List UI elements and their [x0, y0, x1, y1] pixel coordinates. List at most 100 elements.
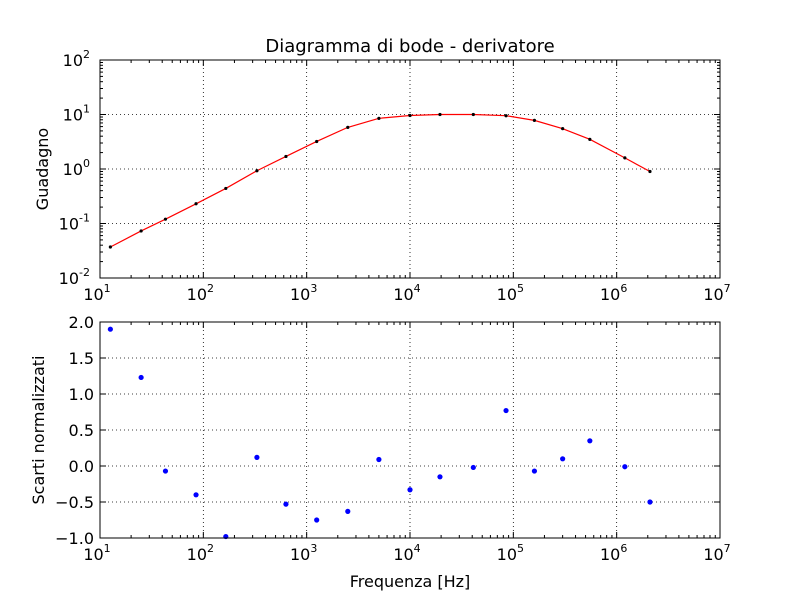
residuals-x-tick-label-exponent: 2 [207, 542, 214, 555]
gain-x-tick-label-exponent: 5 [517, 282, 524, 295]
gain-y-tick-label-exponent: -2 [79, 266, 90, 279]
residuals-x-tick-label: 106 [600, 542, 627, 564]
gain-x-tick-label: 105 [497, 282, 524, 304]
residual-point [314, 517, 320, 523]
gain-data-point [284, 154, 288, 159]
gain-data-point [408, 113, 412, 118]
gain-x-tick-label-base: 10 [290, 285, 310, 304]
gain-x-tick-label-base: 10 [83, 285, 103, 304]
residual-point [283, 501, 289, 507]
gain-x-tick-label-exponent: 4 [414, 282, 421, 295]
residuals-x-tick-label: 103 [290, 542, 317, 564]
residuals-plot-ticks: 101 102 103 104 105 106 107−1.0−0.50.00.51.01.… [55, 313, 731, 564]
residuals-y-tick-label: 1.5 [69, 349, 94, 368]
residuals-x-tick-label-base: 10 [703, 545, 723, 564]
gain-y-tick-label-base: 10 [59, 215, 79, 234]
gain-y-tick-label-base: 10 [59, 269, 79, 288]
residual-point [162, 468, 169, 474]
gain-x-tick-label-exponent: 6 [620, 282, 627, 295]
gain-plot-title: Diagramma di bode - derivatore [265, 36, 554, 57]
residual-point [138, 374, 144, 381]
residuals-x-tick-label: 104 [393, 542, 420, 564]
gain-plot-frame [99, 59, 721, 279]
residuals-x-tick-label: 107 [703, 542, 730, 564]
gain-data-point [438, 112, 442, 117]
gain-y-tick-label-exponent: -1 [79, 212, 90, 225]
gain-x-tick-label-exponent: 1 [104, 282, 111, 295]
gain-data-point [471, 112, 475, 117]
gain-x-tick-label-exponent: 3 [310, 282, 317, 295]
residuals-x-tick-label-base: 10 [393, 545, 413, 564]
gain-y-axis-label: Guadagno [33, 128, 52, 210]
gain-x-tick-label-base: 10 [497, 285, 517, 304]
residuals-plot: 101 102 103 104 105 106 107−1.0−0.50.00.51.01.… [29, 313, 731, 591]
residuals-x-tick-label-exponent: 6 [620, 542, 627, 555]
residual-point [647, 499, 653, 505]
gain-y-tick-label: 10-1 [59, 212, 90, 234]
gain-y-tick-label-exponent: 2 [83, 48, 90, 61]
residuals-y-tick-label: −0.5 [55, 493, 94, 512]
gain-data-point [163, 217, 168, 221]
gain-x-tick-label: 107 [703, 282, 730, 304]
residuals-y-tick-label: 1.0 [69, 385, 94, 404]
gain-x-tick-label-exponent: 2 [207, 282, 214, 295]
gain-data-point [194, 202, 198, 206]
residual-point [345, 508, 351, 514]
residual-point [622, 464, 628, 470]
residual-point [407, 487, 413, 493]
gain-y-tick-label-exponent: 1 [83, 103, 90, 116]
gain-data-point [346, 125, 350, 129]
gain-y-tick-label: 10-2 [59, 266, 90, 288]
residuals-y-tick-label: 2.0 [69, 313, 94, 332]
gain-data-point [504, 114, 508, 118]
gain-x-tick-label-base: 10 [393, 285, 413, 304]
gain-data-point [224, 186, 228, 191]
residuals-y-tick-label: 0.0 [69, 457, 94, 476]
residuals-y-tick-label: −1.0 [55, 529, 94, 548]
residual-point [470, 464, 476, 471]
gain-data-point [255, 169, 259, 173]
gain-x-tick-label-exponent: 7 [724, 282, 731, 295]
residuals-x-tick-label: 105 [497, 542, 524, 564]
residuals-x-tick-label: 101 [83, 542, 110, 564]
gain-y-tick-label-base: 10 [63, 51, 83, 70]
gain-y-tick-label: 101 [63, 103, 90, 125]
residuals-x-tick-label-exponent: 4 [414, 542, 421, 555]
residual-point [254, 454, 260, 460]
residuals-y-axis-label: Scarti normalizzati [29, 356, 48, 505]
residuals-x-tick-label-base: 10 [187, 545, 207, 564]
residuals-y-tick-label: 0.5 [69, 421, 94, 440]
residuals-x-tick-label-exponent: 5 [517, 542, 524, 555]
residual-points [107, 326, 653, 540]
gain-data-points [108, 112, 652, 249]
gain-x-tick-label: 102 [187, 282, 214, 304]
gain-data-point [623, 156, 627, 160]
gain-data-point [315, 139, 319, 144]
residual-point [437, 474, 443, 480]
residuals-x-tick-label-base: 10 [83, 545, 103, 564]
residual-point [560, 456, 566, 462]
gain-x-tick-label: 104 [393, 282, 420, 304]
residual-point [503, 407, 509, 414]
gain-data-point [561, 127, 565, 131]
residual-point [587, 438, 593, 444]
residuals-x-tick-label-exponent: 7 [724, 542, 731, 555]
gain-x-tick-label: 103 [290, 282, 317, 304]
residuals-x-tick-label-base: 10 [290, 545, 310, 564]
residuals-x-tick-label-base: 10 [600, 545, 620, 564]
gain-data-point [139, 229, 143, 233]
gain-y-tick-label: 102 [63, 48, 90, 70]
residual-point [531, 468, 538, 474]
gain-data-point [108, 245, 112, 249]
gain-x-tick-label: 101 [83, 282, 110, 304]
gain-data-point [532, 118, 537, 122]
gain-plot: Diagramma di bode - derivatore 101 102 103… [33, 36, 731, 304]
gain-x-tick-label-base: 10 [703, 285, 723, 304]
residual-point [193, 492, 199, 498]
frequency-x-axis-label: Frequenza [Hz] [350, 572, 471, 591]
gain-y-tick-label-exponent: 0 [83, 157, 90, 170]
residuals-x-tick-label-base: 10 [497, 545, 517, 564]
